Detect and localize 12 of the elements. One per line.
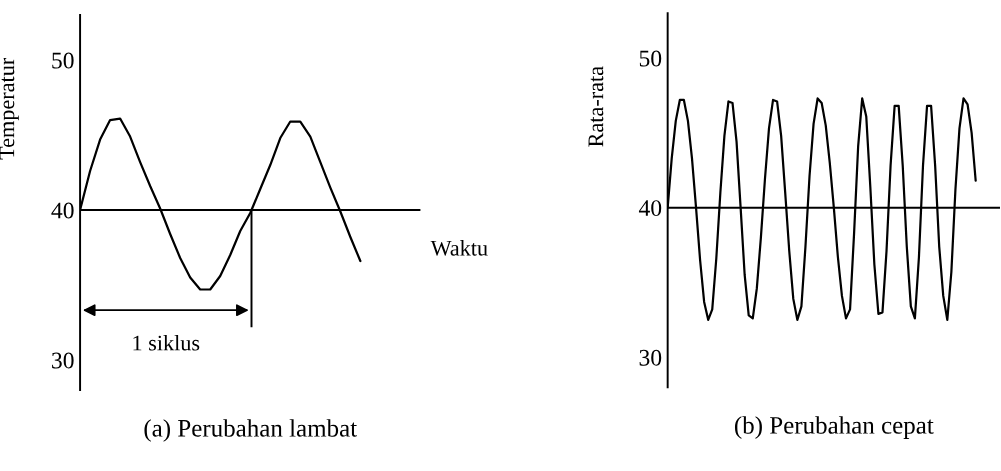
y-tick-label: 50 (639, 50, 662, 67)
y-tick-label: 40 (51, 202, 74, 219)
text: (b) Perubahan cepat (734, 416, 934, 439)
x-axis-title: Waktu (430, 240, 488, 256)
y-tick-label: 50 (52, 52, 74, 69)
y-axis-title: Temperatur (0, 57, 19, 160)
y-axis-title: Rata-rata (588, 66, 604, 147)
y-tick-label: 30 (639, 349, 662, 366)
annotation: 1 siklus (133, 334, 200, 351)
text: (a) Perubahan lambat (144, 419, 357, 442)
y-tick-label: 40 (638, 200, 662, 217)
y-tick-label: 30 (52, 352, 74, 369)
